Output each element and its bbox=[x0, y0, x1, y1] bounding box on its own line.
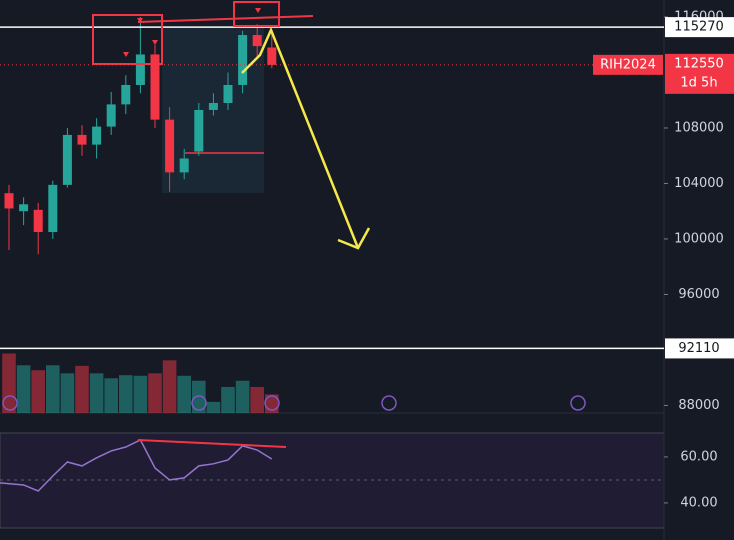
volume-bar bbox=[162, 360, 177, 413]
candle-body bbox=[92, 126, 102, 145]
candle-body bbox=[252, 35, 262, 47]
y-tick-label: 96000 bbox=[678, 287, 719, 302]
candle-body bbox=[208, 103, 218, 110]
candle-body bbox=[194, 109, 204, 152]
candle-body bbox=[238, 35, 248, 85]
drawing-box bbox=[92, 14, 163, 65]
candle-body bbox=[165, 119, 175, 173]
volume-bar bbox=[221, 386, 235, 413]
volume-bar bbox=[46, 365, 60, 413]
candle-body bbox=[121, 84, 131, 105]
marks: 1160001080001040001000009600088000115270… bbox=[0, 9, 734, 510]
volume-bar bbox=[75, 365, 89, 413]
volume-bar bbox=[177, 375, 191, 413]
price-line-label-box bbox=[665, 17, 734, 38]
volume-bar bbox=[235, 380, 250, 413]
trend-line bbox=[137, 439, 287, 448]
candle-body bbox=[62, 134, 72, 185]
candle-body bbox=[77, 134, 87, 145]
candle-body bbox=[48, 184, 58, 233]
y-tick-label: 100000 bbox=[674, 231, 724, 246]
volume-bar bbox=[2, 353, 16, 413]
candle-body bbox=[19, 204, 29, 212]
signal-markers bbox=[123, 8, 261, 57]
y-tick-label: 104000 bbox=[674, 176, 724, 191]
arrow-head bbox=[337, 227, 371, 250]
candle-body bbox=[4, 193, 14, 209]
price-line-label-box bbox=[665, 338, 734, 359]
volume-bar bbox=[31, 370, 45, 413]
rsi-tick-label: 60.00 bbox=[680, 449, 717, 464]
volume-bar bbox=[60, 373, 75, 413]
last-price-label: 112550 bbox=[674, 56, 724, 71]
y-tick-label: 88000 bbox=[678, 398, 719, 413]
volume-bar bbox=[119, 375, 133, 413]
price-line-label: 115270 bbox=[674, 20, 724, 35]
volume-bar bbox=[148, 373, 162, 413]
candle-body bbox=[223, 84, 233, 104]
candle-body bbox=[267, 47, 277, 65]
price-line-label: 92110 bbox=[678, 341, 719, 356]
symbol-box bbox=[593, 54, 663, 75]
volume-bar bbox=[133, 375, 148, 413]
trend-line bbox=[137, 15, 314, 23]
symbol-label: RIH2024 bbox=[600, 57, 656, 72]
volume-bar bbox=[89, 373, 104, 413]
rsi-tick-label: 40.00 bbox=[680, 495, 717, 510]
volume-bar bbox=[104, 378, 118, 413]
drawing-box bbox=[233, 1, 280, 27]
volume-bar bbox=[206, 401, 221, 413]
candle-body bbox=[106, 104, 116, 127]
y-tick-label: 108000 bbox=[674, 120, 724, 135]
arrow bbox=[241, 26, 360, 249]
candle-body bbox=[33, 209, 43, 233]
volume-bar bbox=[16, 365, 31, 413]
last-price-box bbox=[665, 53, 734, 94]
candle-body bbox=[150, 54, 160, 120]
volume-bar bbox=[250, 386, 264, 413]
event-icons bbox=[2, 395, 586, 411]
candle-body bbox=[135, 54, 145, 85]
candle-body bbox=[179, 158, 189, 173]
countdown-label: 1d 5h bbox=[680, 75, 717, 90]
volume-bar bbox=[192, 380, 206, 413]
